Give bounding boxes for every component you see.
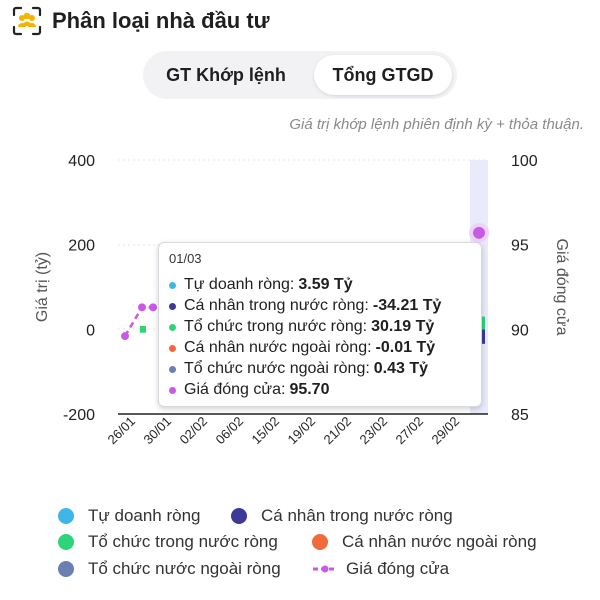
tooltip-label: Tổ chức trong nước ròng: <box>184 318 368 335</box>
tooltip-dot <box>169 302 176 310</box>
tooltip-label: Giá đóng cửa: <box>184 381 286 398</box>
legend-dot <box>231 508 247 524</box>
legend-item-gia-dong-cua[interactable]: Giá đóng cửa <box>312 558 449 580</box>
y2-tick-label: 85 <box>511 407 529 424</box>
tooltip-dot <box>169 281 176 289</box>
header: Phân loại nhà đầu tư <box>12 6 270 36</box>
tooltip-label: Cá nhân trong nước ròng: <box>184 297 369 314</box>
x-tick-label: 27/02 <box>393 414 427 448</box>
legend-dot <box>58 508 74 524</box>
legend-label: Cá nhân nước ngoài ròng <box>342 532 537 551</box>
investor-group-icon <box>12 6 42 36</box>
x-tick-label: 26/01 <box>105 414 139 448</box>
legend-dot <box>58 561 74 577</box>
legend-label: Cá nhân trong nước ròng <box>261 506 453 525</box>
price-point[interactable] <box>138 303 146 312</box>
x-tick-label: 02/02 <box>177 414 211 448</box>
data-tooltip: 01/03 Tự doanh ròng: 3.59 Tỷ Cá nhân tro… <box>158 242 482 407</box>
x-tick-label: 23/02 <box>357 414 391 448</box>
legend-item-to-chuc-nuoc-ngoai[interactable]: Tổ chức nước ngoài ròng <box>58 558 281 580</box>
x-tick-label: 29/02 <box>429 414 463 448</box>
tooltip-dot <box>169 386 176 394</box>
tooltip-row-to-chuc-nuoc-ngoai: Tổ chức nước ngoài ròng: 0.43 Tỷ <box>169 359 428 379</box>
tooltip-label: Cá nhân nước ngoài ròng: <box>184 339 372 356</box>
tooltip-dot <box>169 365 176 373</box>
price-point[interactable] <box>149 303 157 312</box>
price-line-path <box>123 306 153 337</box>
tooltip-value: 0.43 Tỷ <box>373 360 429 377</box>
tooltip-value: 30.19 Tỷ <box>371 318 435 335</box>
tooltip-label: Tổ chức nước ngoài ròng: <box>184 360 370 377</box>
legend-label: Tự doanh ròng <box>88 506 201 525</box>
x-tick-label: 30/01 <box>141 414 175 448</box>
y2-tick-label: 100 <box>511 153 538 170</box>
dashed-line-icon <box>313 565 337 573</box>
tooltip-value: 3.59 Tỷ <box>298 276 353 293</box>
x-tick-label: 21/02 <box>321 414 355 448</box>
page-title: Phân loại nhà đầu tư <box>52 8 270 33</box>
tooltip-value: -34.21 Tỷ <box>372 297 442 314</box>
bar-11 <box>480 316 485 330</box>
legend-dot <box>58 534 74 550</box>
x-tick-label: 19/02 <box>285 414 319 448</box>
legend-label: Tổ chức trong nước ròng <box>88 532 278 551</box>
tooltip-value: 95.70 <box>289 381 330 398</box>
y-axis-label: Giá trị (tỷ) <box>34 252 51 322</box>
tooltip-date: 01/03 <box>169 251 202 266</box>
legend-label: Tổ chức nước ngoài ròng <box>88 559 281 578</box>
view-toggle: GT Khớp lệnh Tổng GTGD <box>143 51 457 99</box>
tab-gt-khop-lenh[interactable]: GT Khớp lệnh <box>166 65 286 85</box>
bar-11 <box>480 329 485 344</box>
tooltip-row-tu-doanh: Tự doanh ròng: 3.59 Tỷ <box>169 275 353 295</box>
x-tick-label: 15/02 <box>249 414 283 448</box>
legend-item-to-chuc-trong-nuoc[interactable]: Tổ chức trong nước ròng <box>58 531 278 553</box>
tooltip-dot <box>169 323 176 331</box>
bar-stub <box>140 325 146 333</box>
tooltip-value: -0.01 Tỷ <box>375 339 436 356</box>
tooltip-row-gia-dong-cua: Giá đóng cửa: 95.70 <box>169 380 329 400</box>
legend-item-tu-doanh[interactable]: Tự doanh ròng <box>58 505 201 527</box>
price-point[interactable] <box>473 226 485 239</box>
x-tick-label: 06/02 <box>213 414 247 448</box>
legend-item-ca-nhan-nuoc-ngoai[interactable]: Cá nhân nước ngoài ròng <box>312 531 537 553</box>
legend-label: Giá đóng cửa <box>346 559 450 578</box>
price-point[interactable] <box>121 332 129 341</box>
legend-item-ca-nhan-trong-nuoc[interactable]: Cá nhân trong nước ròng <box>231 505 453 527</box>
tooltip-label: Tự doanh ròng: <box>184 276 295 293</box>
y-tick-label: -200 <box>63 407 95 424</box>
tooltip-dot <box>169 344 176 352</box>
chart-note: Giá trị khớp lệnh phiên định kỳ + thỏa t… <box>289 116 584 133</box>
y2-tick-label: 95 <box>511 238 529 255</box>
y-tick-label: 0 <box>86 322 95 339</box>
y-tick-label: 200 <box>68 238 95 255</box>
tooltip-row-ca-nhan-nuoc-ngoai: Cá nhân nước ngoài ròng: -0.01 Tỷ <box>169 338 435 358</box>
y-tick-label: 400 <box>68 153 95 170</box>
tab-tong-gtgd[interactable]: Tổng GTGD <box>314 55 452 95</box>
legend-dot <box>312 534 328 550</box>
tooltip-row-to-chuc-trong-nuoc: Tổ chức trong nước ròng: 30.19 Tỷ <box>169 317 434 337</box>
y2-axis-label: Giá đóng cửa <box>553 239 570 336</box>
y2-tick-label: 90 <box>511 322 529 339</box>
tooltip-row-ca-nhan-trong-nuoc: Cá nhân trong nước ròng: -34.21 Tỷ <box>169 296 441 316</box>
